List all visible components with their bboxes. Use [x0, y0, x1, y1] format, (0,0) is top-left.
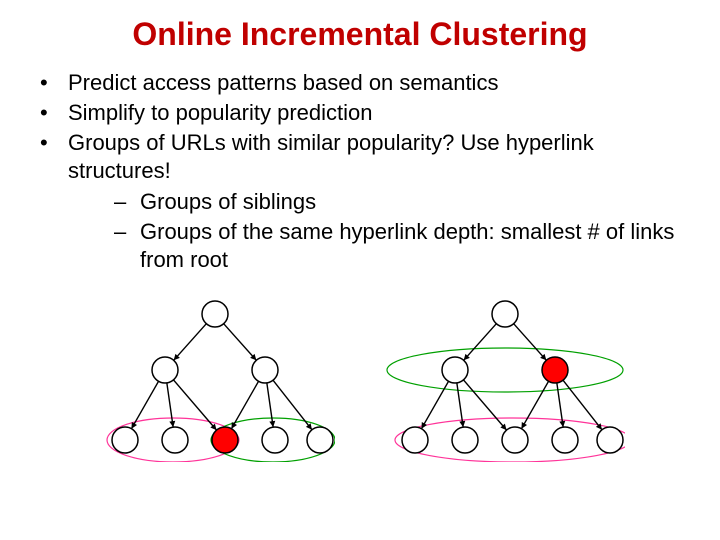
- tree-edge: [174, 324, 207, 361]
- slide: Online Incremental Clustering Predict ac…: [0, 0, 720, 462]
- tree-node: [212, 427, 238, 453]
- tree-node: [307, 427, 333, 453]
- tree-edge: [167, 383, 173, 427]
- bullet-item: Simplify to popularity prediction: [30, 99, 690, 127]
- tree-node: [252, 357, 278, 383]
- bullet-item: Predict access patterns based on semanti…: [30, 69, 690, 97]
- arrowhead-icon: [459, 421, 465, 427]
- tree-edge: [463, 380, 506, 430]
- tree-edge: [464, 324, 497, 361]
- slide-title: Online Incremental Clustering: [30, 16, 690, 53]
- tree-node: [502, 427, 528, 453]
- bullet-item-text: Groups of URLs with similar popularity? …: [68, 130, 594, 183]
- tree-node: [202, 301, 228, 327]
- bullet-list: Predict access patterns based on semanti…: [30, 69, 690, 274]
- tree-node: [262, 427, 288, 453]
- tree-node: [162, 427, 188, 453]
- tree-diagram-left: [95, 292, 335, 462]
- tree-node: [597, 427, 623, 453]
- tree-node: [542, 357, 568, 383]
- tree-edge: [173, 380, 216, 430]
- tree-node: [552, 427, 578, 453]
- arrowhead-icon: [169, 421, 175, 427]
- bullet-item: Groups of URLs with similar popularity? …: [30, 129, 690, 274]
- sub-bullet-item: Groups of the same hyperlink depth: smal…: [68, 218, 690, 274]
- arrowhead-icon: [269, 421, 275, 427]
- tree-edge: [224, 324, 257, 361]
- cluster-ellipse: [387, 348, 623, 392]
- tree-edge: [267, 383, 273, 427]
- tree-node: [152, 357, 178, 383]
- tree-edge: [514, 324, 547, 361]
- tree-diagram-right: [385, 292, 625, 462]
- tree-node: [452, 427, 478, 453]
- sub-bullet-item: Groups of siblings: [68, 188, 690, 216]
- sub-bullet-list: Groups of siblings Groups of the same hy…: [68, 188, 690, 274]
- tree-diagrams: [30, 292, 690, 462]
- tree-node: [112, 427, 138, 453]
- tree-node: [442, 357, 468, 383]
- tree-node: [402, 427, 428, 453]
- tree-node: [492, 301, 518, 327]
- tree-edge: [231, 381, 258, 428]
- arrowhead-icon: [559, 421, 565, 427]
- tree-edge: [131, 381, 158, 428]
- tree-edge: [273, 380, 312, 430]
- tree-edge: [521, 381, 548, 428]
